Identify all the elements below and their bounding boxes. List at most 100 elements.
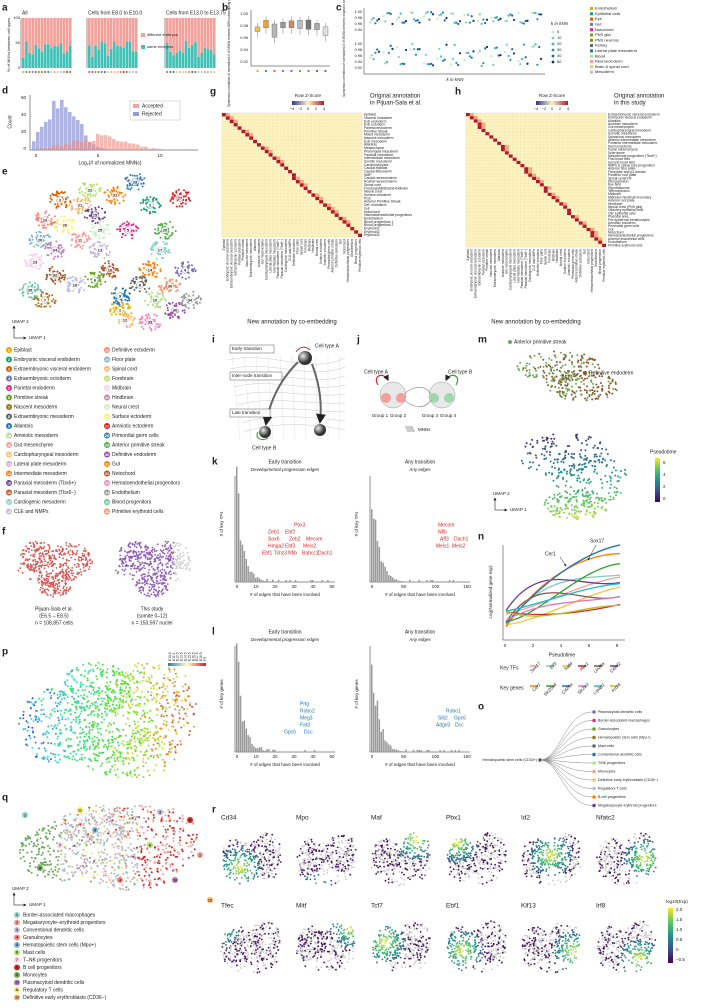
- bar: [175, 18, 179, 53]
- cell-dot: [121, 236, 123, 239]
- category-dot: [25, 71, 28, 73]
- cluster-badge: [116, 292, 124, 300]
- cell-dot: [139, 275, 142, 278]
- cell-dot: [133, 282, 136, 285]
- cell-dot: [105, 228, 108, 231]
- cell-dot: [153, 320, 156, 323]
- heatmap-cell: [342, 220, 347, 224]
- cell-dot: [600, 497, 603, 500]
- heatmap-cell: [358, 233, 362, 237]
- cell-dot: [176, 286, 179, 289]
- cell-dot: [105, 247, 108, 250]
- cell-dot: [170, 547, 173, 550]
- label: Hmga2: [268, 543, 284, 549]
- cell-dot: [88, 707, 91, 710]
- cell-dot: [109, 310, 112, 313]
- heatmap-cell: [598, 237, 603, 241]
- cell-dot: [104, 211, 107, 213]
- bar: [97, 49, 101, 68]
- cell-dot: [142, 709, 145, 712]
- bar: [65, 51, 69, 68]
- cell-dot: [29, 563, 32, 566]
- cell-dot: [185, 564, 187, 567]
- cell-dot: [156, 291, 159, 294]
- cell-dot: [56, 203, 59, 206]
- bar: [380, 561, 382, 582]
- cell-dot: [570, 474, 573, 477]
- cell-dot: [112, 292, 115, 295]
- cell-dot: [61, 569, 64, 571]
- cell-dot: [53, 215, 56, 218]
- cell-dot: [118, 320, 121, 323]
- cell-dot: [138, 290, 141, 293]
- cell-dot: [557, 485, 560, 488]
- cell-dot: [65, 203, 68, 206]
- label: 0.98: [355, 16, 362, 20]
- cell-dot: [118, 564, 121, 567]
- cell-dot: [593, 366, 596, 369]
- cell-dot: [176, 561, 178, 564]
- label: 2: [315, 106, 318, 111]
- cell-dot: [126, 176, 129, 179]
- point: [382, 14, 385, 18]
- cell-dot: [570, 513, 573, 516]
- cell-dot: [179, 192, 182, 195]
- cell-dot: [52, 593, 55, 596]
- cell-dot: [50, 241, 52, 244]
- cell-dot: [84, 281, 87, 284]
- cell-dot: [534, 454, 537, 457]
- label: Megakaryocyte-erythroid progenitors: [598, 803, 657, 807]
- point: [430, 11, 433, 14]
- cell-dot: [106, 189, 109, 192]
- cell-dot: [62, 219, 65, 222]
- cell-dot: [155, 314, 158, 317]
- cell-dot: [74, 558, 77, 561]
- cell-dot: [577, 365, 580, 368]
- cell-dot: [39, 234, 42, 237]
- bar: [194, 18, 197, 43]
- cell-dot: [74, 711, 77, 714]
- cell-dot: [35, 231, 38, 234]
- cell-dot: [612, 387, 615, 390]
- tree-node: [592, 710, 596, 714]
- cell-dot: [589, 460, 592, 463]
- label: Allantois: [14, 423, 33, 429]
- cell-dot: [160, 230, 162, 233]
- cell-dot: [43, 244, 46, 247]
- bar: [31, 54, 35, 68]
- cell-dot: [181, 555, 184, 558]
- cell-dot: [552, 372, 555, 375]
- category-dot: [94, 71, 97, 73]
- cell-dot: [24, 559, 27, 562]
- cell-dot: [585, 365, 588, 368]
- cell-dot: [593, 444, 596, 447]
- cell-dot: [572, 398, 574, 401]
- cell-dot: [561, 387, 564, 389]
- cell-dot: [93, 255, 96, 258]
- cell-dot: [65, 575, 68, 578]
- cell-dot: [28, 259, 31, 262]
- cell-dot: [138, 579, 141, 582]
- surface-line: [267, 354, 274, 441]
- cell-dot: [62, 557, 64, 560]
- cell-dot: [587, 461, 590, 464]
- cell-dot: [199, 297, 202, 300]
- cell-dot: [65, 592, 67, 595]
- cell-dot: [29, 242, 32, 245]
- category-dot: [91, 71, 94, 73]
- cell-dot: [100, 697, 103, 700]
- cell-dot: [135, 276, 138, 279]
- cell-dot: [75, 576, 78, 579]
- cell-dot: [153, 581, 155, 584]
- cell-dot: [158, 589, 161, 592]
- cell-dot: [162, 769, 165, 772]
- cell-dot: [66, 277, 69, 280]
- cell-dot: [520, 459, 523, 462]
- cell-dot: [173, 304, 176, 307]
- cell-dot: [184, 712, 187, 715]
- cell-dot: [102, 217, 104, 220]
- label: PNS neurons: [595, 37, 619, 42]
- cell-dot: [45, 574, 48, 577]
- cell-dot: [573, 509, 576, 512]
- cell-dot: [90, 702, 93, 705]
